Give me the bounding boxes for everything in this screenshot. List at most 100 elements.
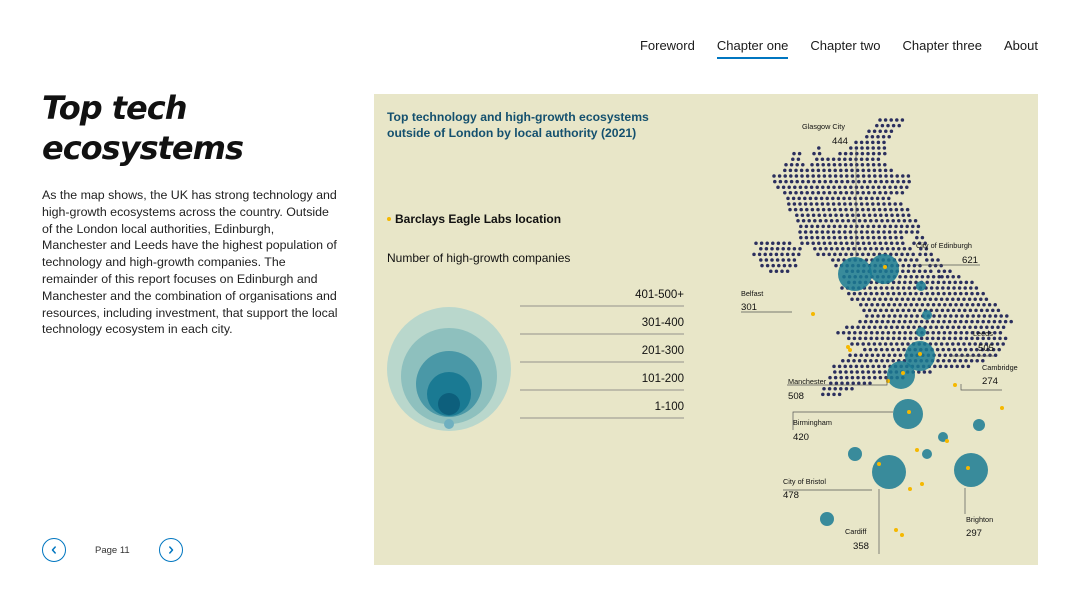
eagle-labs-legend-label: Barclays Eagle Labs location xyxy=(395,212,562,226)
map-dot xyxy=(861,342,865,346)
map-dot xyxy=(872,252,876,257)
callout-cambridge xyxy=(960,384,1002,391)
map-dot xyxy=(876,157,881,161)
eagle-marker xyxy=(907,410,911,414)
map-dot xyxy=(849,364,853,369)
page-title: Top tech ecosystems xyxy=(42,88,342,168)
map-dot xyxy=(981,359,985,363)
map-dot xyxy=(856,375,860,380)
map-dot xyxy=(941,359,946,363)
map-dot xyxy=(773,179,777,184)
map-dot xyxy=(891,123,896,128)
map-dot xyxy=(857,179,861,184)
map-dot xyxy=(885,179,889,184)
map-dot xyxy=(947,319,952,324)
map-dot xyxy=(889,241,894,245)
map-dot xyxy=(928,370,932,374)
map-dot xyxy=(959,331,963,335)
map-dot xyxy=(907,213,911,217)
map-dot xyxy=(881,353,886,357)
map-dot xyxy=(835,219,839,223)
map-dot xyxy=(877,224,881,229)
map-dot xyxy=(996,325,1000,329)
prev-page-button[interactable] xyxy=(42,538,66,562)
map-dot xyxy=(882,140,886,145)
map-dot xyxy=(856,241,860,245)
map-dot xyxy=(805,241,810,245)
nav-foreword[interactable]: Foreword xyxy=(639,38,695,53)
map-dot xyxy=(821,252,826,257)
map-dot xyxy=(770,258,774,262)
map-dot xyxy=(817,241,821,245)
map-dot xyxy=(900,191,905,195)
map-dot xyxy=(887,303,891,307)
map-dot xyxy=(909,303,913,307)
map-dot xyxy=(993,331,997,335)
nav-chapter-two[interactable]: Chapter two xyxy=(810,38,881,53)
map-dot xyxy=(798,185,803,189)
map-dot xyxy=(829,247,834,251)
map-dot xyxy=(886,123,890,128)
range-label-1-100: 1-100 xyxy=(655,401,684,413)
map-dot xyxy=(805,168,809,173)
map-dot xyxy=(797,252,801,257)
map-dot xyxy=(871,185,875,189)
nav-chapter-three[interactable]: Chapter three xyxy=(902,38,983,53)
map-dot xyxy=(849,252,854,257)
map-dot xyxy=(826,230,830,234)
map-dot xyxy=(923,269,927,273)
map-dot xyxy=(821,207,826,212)
map-dot xyxy=(942,280,946,285)
map-dot xyxy=(1009,319,1013,324)
chevron-right-icon xyxy=(168,546,173,554)
map-dot xyxy=(844,370,848,374)
map-dot xyxy=(883,118,888,122)
map-dot xyxy=(929,252,933,257)
city-name-bristol: City of Bristol xyxy=(783,477,826,486)
city-name-belfast: Belfast xyxy=(741,289,763,298)
city-value-belfast: 301 xyxy=(741,302,757,313)
map-dot xyxy=(858,291,862,296)
map-dot xyxy=(826,185,831,189)
map-dot xyxy=(847,331,851,335)
map-dot xyxy=(900,252,904,257)
map-dot xyxy=(828,213,833,217)
map-dot xyxy=(871,230,875,234)
map-dot xyxy=(903,303,908,307)
map-dot xyxy=(899,230,903,234)
nav-chapter-one[interactable]: Chapter one xyxy=(716,38,789,59)
map-dot xyxy=(894,235,898,240)
map-dot xyxy=(860,163,865,167)
map-dot xyxy=(827,191,832,195)
map-dot xyxy=(871,202,875,206)
map-dot xyxy=(897,219,901,223)
map-dot xyxy=(866,207,871,212)
map-dot xyxy=(904,314,908,318)
map-dot xyxy=(885,286,889,290)
nav-about[interactable]: About xyxy=(1004,38,1038,53)
map-dot xyxy=(860,235,865,240)
map-dot xyxy=(895,241,899,245)
map-dot xyxy=(828,375,832,380)
map-dot xyxy=(962,342,966,346)
map-dot xyxy=(837,364,842,369)
map-dot xyxy=(784,163,788,167)
map-dot xyxy=(963,347,968,352)
map-dot xyxy=(780,252,784,257)
map-dot xyxy=(878,129,882,133)
map-dot xyxy=(971,353,975,357)
map-dot xyxy=(957,325,961,329)
map-dot xyxy=(867,297,871,301)
map-dot xyxy=(940,325,944,329)
map-dot xyxy=(876,314,880,318)
map-dot xyxy=(979,308,984,313)
map-dot xyxy=(967,297,972,301)
map-dot xyxy=(880,123,885,128)
map-dot xyxy=(843,364,847,369)
next-page-button[interactable] xyxy=(158,538,183,562)
bubble-manchester xyxy=(887,361,915,389)
map-dot xyxy=(858,331,863,335)
map-dot xyxy=(879,308,883,313)
map-dot xyxy=(915,235,919,240)
map-dot xyxy=(781,247,785,251)
